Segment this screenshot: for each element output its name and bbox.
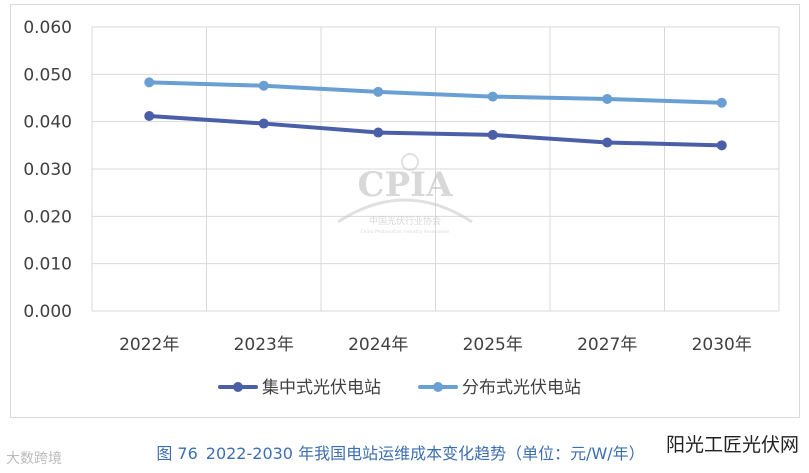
cpia-watermark: CPIA 中国光伏行业协会 China Photovoltaic Industr… [337,153,473,235]
x-tick-label: 2030年 [692,335,752,355]
watermark-line2: China Photovoltaic Industry Association [360,229,449,235]
y-tick-label: 0.060 [23,18,72,38]
data-point [144,110,155,121]
x-tick-label: 2027年 [577,335,637,355]
figure-caption: 图 76 2022-2030 年我国电站运维成本变化趋势（单位：元/W/年） [0,440,809,464]
y-tick-label: 0.040 [23,113,72,133]
series-line-1 [147,113,724,148]
y-tick-label: 0.000 [23,302,72,322]
watermark-line1: 中国光伏行业协会 [369,215,441,227]
x-axis-ticks: 2022年 2023年 2024年 2025年 2027年 2030年 [119,335,752,355]
x-tick-label: 2023年 [234,335,294,355]
source-watermark-left: 大数跨境 [6,451,62,467]
legend-label: 集中式光伏电站 [262,378,381,398]
watermark-arc [337,198,473,224]
figure-number: 图 76 [156,444,198,463]
data-point [487,91,498,102]
source-watermark-right: 阳光工匠光伏网 [665,434,799,456]
data-point [258,80,269,91]
y-axis-ticks: 0.000 0.010 0.020 0.030 0.040 0.050 0.060 [23,18,72,322]
data-point [373,86,384,97]
legend: 集中式光伏电站 分布式光伏电站 [218,378,581,398]
data-point [373,127,384,138]
y-tick-label: 0.030 [23,160,72,180]
legend-label: 分布式光伏电站 [462,378,581,398]
series-lines [144,77,727,151]
x-tick-label: 2022年 [119,335,179,355]
y-tick-label: 0.050 [23,65,72,85]
series-line-2 [147,80,724,105]
chart-frame [10,4,800,418]
data-point [716,140,727,151]
watermark-logo: CPIA [358,165,454,205]
x-tick-label: 2024年 [348,335,408,355]
legend-swatch-marker [433,382,443,392]
y-tick-label: 0.010 [23,255,72,275]
data-point [602,93,613,104]
legend-swatch-marker [233,382,243,392]
y-tick-label: 0.020 [23,207,72,227]
x-tick-label: 2025年 [463,335,523,355]
grid-lines [91,26,780,312]
data-point [716,97,727,108]
data-point [144,77,155,88]
figure-title: 2022-2030 年我国电站运维成本变化趋势（单位：元/W/年） [205,444,645,463]
watermark-sun-icon [401,153,419,171]
data-point [487,129,498,140]
data-point [602,137,613,148]
data-point [258,118,269,129]
